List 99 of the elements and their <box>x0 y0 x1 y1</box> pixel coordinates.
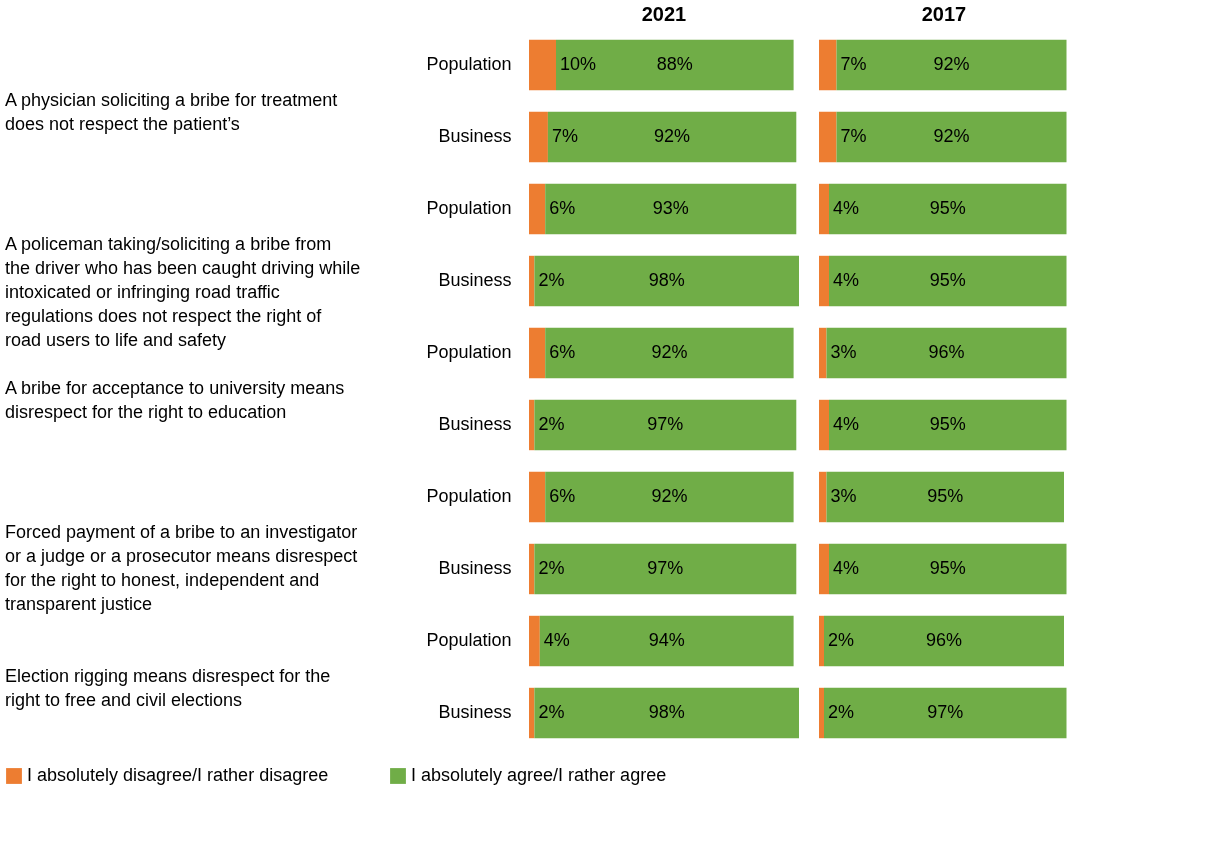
y-tick-label: Population <box>426 198 512 218</box>
text: A bribe for acceptance to university means disrespect for the right to education <box>5 378 345 422</box>
bar <box>824 687 1067 739</box>
data-label: 92% <box>651 342 688 362</box>
chart-title: 2021 <box>641 3 687 25</box>
data-label: 96% <box>925 630 963 650</box>
bar <box>826 471 1064 523</box>
bar <box>819 327 827 379</box>
data-label: 92% <box>651 486 688 506</box>
bar <box>819 183 829 235</box>
bar <box>529 687 535 739</box>
data-label: 92% <box>933 126 970 146</box>
chart-title: 2017 <box>921 3 967 25</box>
y-tick-label: Population <box>426 54 512 74</box>
bar <box>836 39 1067 91</box>
bar <box>534 543 797 595</box>
bar <box>547 111 797 163</box>
bar <box>826 327 1067 379</box>
bar <box>819 255 829 307</box>
data-label: 97% <box>647 414 684 434</box>
text: Forced payment of a bribe to an investigator or a judge or a prosecutor means disrespect for the right to honest, independent and transparent justice <box>5 522 358 614</box>
bar <box>819 471 827 523</box>
data-label: 7% <box>840 54 867 74</box>
data-label: 94% <box>648 630 685 650</box>
data-label: 4% <box>833 270 860 290</box>
bar <box>534 687 799 739</box>
data-label: 4% <box>833 198 860 218</box>
data-label: 4% <box>833 558 860 578</box>
bar <box>545 471 794 523</box>
data-label: 98% <box>648 702 685 722</box>
bar <box>829 399 1067 451</box>
bar <box>819 111 837 163</box>
data-label: 95% <box>929 558 966 578</box>
bar <box>829 543 1067 595</box>
data-label: 6% <box>549 342 576 362</box>
data-label: 4% <box>543 630 570 650</box>
bar <box>819 615 824 667</box>
bar <box>556 39 794 91</box>
bar <box>824 615 1064 667</box>
y-tick-label: Business <box>438 126 512 146</box>
data-label: 2% <box>538 414 565 434</box>
y-tick-label: Population <box>426 342 512 362</box>
data-label: 4% <box>833 414 860 434</box>
legend-label: I absolutely agree/I rather agree <box>411 765 667 785</box>
data-label: 93% <box>652 198 689 218</box>
data-label: 10% <box>560 54 597 74</box>
bar <box>529 399 535 451</box>
data-label: 6% <box>549 198 576 218</box>
legend-label: I absolutely disagree/I rather disagree <box>27 765 329 785</box>
data-label: 98% <box>648 270 685 290</box>
bar <box>836 111 1067 163</box>
bar <box>529 543 535 595</box>
bar <box>539 615 794 667</box>
bar <box>529 615 540 667</box>
data-label: 3% <box>830 342 857 362</box>
data-label: 3% <box>830 486 857 506</box>
bar <box>529 471 546 523</box>
data-label: 97% <box>927 702 964 722</box>
data-label: 97% <box>647 558 684 578</box>
bar <box>529 39 556 91</box>
bar <box>529 327 546 379</box>
data-label: 7% <box>840 126 867 146</box>
bar <box>819 39 837 91</box>
data-label: 95% <box>929 198 966 218</box>
data-label: 95% <box>927 486 964 506</box>
data-label: 92% <box>654 126 691 146</box>
data-label: 92% <box>933 54 970 74</box>
y-tick-label: Business <box>438 270 512 290</box>
y-tick-label: Business <box>438 414 512 434</box>
data-label: 2% <box>828 630 855 650</box>
data-label: 88% <box>656 54 693 74</box>
bar <box>829 183 1067 235</box>
bar <box>545 183 797 235</box>
bar <box>819 687 824 739</box>
text: A physician soliciting a bribe for treatment does not respect the patient’s <box>5 90 338 134</box>
bar <box>545 327 794 379</box>
data-label: 2% <box>538 270 565 290</box>
text: Election rigging means disrespect for the right to free and civil elections <box>5 666 331 710</box>
bar <box>534 399 797 451</box>
y-tick-label: Business <box>438 558 512 578</box>
bar <box>534 255 799 307</box>
data-label: 95% <box>929 414 966 434</box>
data-label: 6% <box>549 486 576 506</box>
bar <box>529 111 548 163</box>
data-label: 2% <box>538 702 565 722</box>
bar <box>529 183 546 235</box>
bar <box>819 543 829 595</box>
bar <box>819 399 829 451</box>
y-tick-label: Population <box>426 486 512 506</box>
y-tick-label: Business <box>438 702 512 722</box>
text: A policeman taking/soliciting a bribe from the driver who has been caught driving while intoxicated or infringing road traffic regulations does not respect the right of road users to life and safety <box>5 234 361 350</box>
data-label: 2% <box>828 702 855 722</box>
data-label: 2% <box>538 558 565 578</box>
bar <box>529 255 535 307</box>
y-tick-label: Population <box>426 630 512 650</box>
bar <box>829 255 1067 307</box>
data-label: 95% <box>929 270 966 290</box>
data-label: 96% <box>928 342 965 362</box>
data-label: 7% <box>551 126 578 146</box>
